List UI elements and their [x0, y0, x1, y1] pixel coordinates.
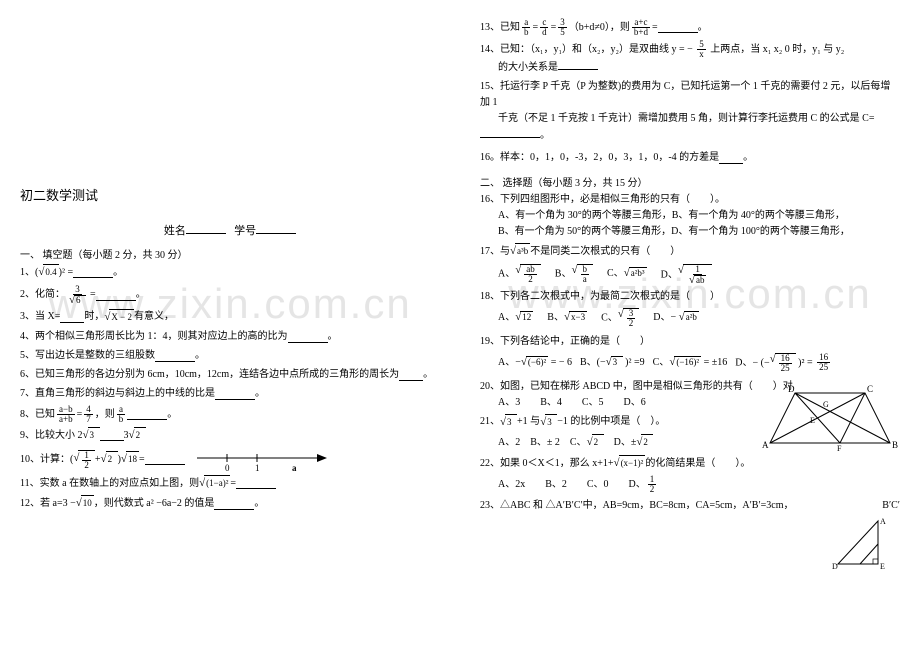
section-2-title: 二、 选择题（每小题 3 分，共 15 分） [480, 174, 900, 189]
exam-title: 初二数学测试 [20, 185, 440, 204]
svg-text:1: 1 [255, 463, 260, 472]
q19: 19、下列各结论中，正确的是（ ） [480, 334, 900, 350]
q11: 11、实数 a 在数轴上的对应点如上图，则 (1−a)² = [20, 475, 440, 493]
q9: 9、比较大小 23 32 [20, 427, 440, 445]
number-line: 0 1 a [192, 448, 332, 472]
q17: 17、与 a³b 不是同类二次根式的只有（ ） [480, 243, 900, 261]
q22-opts: A、2x B、2 C、0 D、 12 [498, 475, 900, 494]
trapezoid-figure: A B C D G E F [760, 383, 900, 453]
q1: 1、( 0.4 )² =。 [20, 264, 440, 282]
svg-text:E: E [880, 562, 885, 571]
q23: 23、△ABC 和 △A′B′C′中，AB=9cm，BC=8cm，CA=5cm，… [480, 498, 900, 514]
svg-text:F: F [837, 444, 842, 453]
q7: 7、直角三角形的斜边与斜边上的中线的比是。 [20, 386, 440, 402]
q14: 14、已知：（x₁，y₁）和（x₂，y₂）是双曲线 y = − 5x 上两点，当… [480, 40, 900, 76]
q16s: 16。样本：0，1，0，-3，2，0，3，1，0，-4 的方差是。 [480, 150, 900, 166]
q6: 6、已知三角形的各边分别为 6cm，10cm，12cm，连结各边中点所成的三角形… [20, 367, 440, 383]
q17-opts: A、ab2 B、ba C、a²b³ D、1ab [498, 264, 900, 286]
svg-text:0: 0 [225, 463, 230, 472]
triangle-figure: A D E [830, 516, 890, 571]
svg-text:E: E [810, 416, 815, 425]
q22: 22、如果 0＜X＜1，那么 x+1+ (x−1)² 的化简结果是（ ）。 [480, 455, 900, 473]
name-line: 姓名 学号 [20, 222, 440, 238]
svg-text:A: A [880, 517, 886, 526]
svg-text:B: B [892, 440, 898, 450]
svg-text:A: A [762, 440, 769, 450]
q4: 4、两个相似三角形周长比为 1：4，则其对应边上的高的比为。 [20, 329, 440, 345]
svg-text:G: G [823, 400, 829, 409]
q13: 13、已知 ab = cd = 35 （b+d≠0），则 a+cb+d =。 [480, 18, 900, 37]
q15: 15、托运行李 P 千克（P 为整数)的费用为 C，已知托运第一个 1 千克的需… [480, 79, 900, 144]
q16: 16、下列四组图形中，必是相似三角形的只有（ ）。 A、有一个角为 30°的两个… [480, 192, 900, 240]
svg-text:C: C [867, 384, 873, 394]
name-label: 姓名 [164, 225, 186, 237]
q8: 8、已知 a−ba+b = 47 ，则 ab 。 [20, 405, 440, 424]
section-1-title: 一、 填空题（每小题 2 分，共 30 分） [20, 246, 440, 261]
q10: 10、计算：( 12 + 2 ) 18 = 0 1 a [20, 448, 440, 472]
q12: 12、若 a=3 − 10 ，则代数式 a² −6a−2 的值是。 [20, 495, 440, 513]
q2: 2、化简： 36 =。 [20, 285, 440, 306]
q18-opts: A、12 B、x−3 C、32 D、− a²b [498, 308, 900, 328]
id-label: 学号 [234, 225, 256, 237]
q3: 3、当 X=时， X − 2 有意义， [20, 309, 440, 327]
svg-text:D: D [788, 384, 795, 394]
q19-opts: A、−(−6)² = − 6 B、(−3 )² =9 C、(−16)² = ±1… [498, 353, 900, 373]
svg-text:D: D [832, 562, 838, 571]
svg-text:a: a [292, 463, 297, 472]
q5: 5、写出边长是整数的三组股数。 [20, 348, 440, 364]
q18: 18、下列各二次根式中，为最简二次根式的是（ ） [480, 289, 900, 305]
